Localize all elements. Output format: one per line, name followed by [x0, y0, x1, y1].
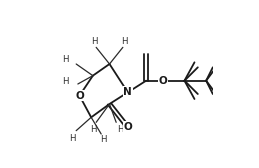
- Text: H: H: [62, 55, 69, 64]
- Text: O: O: [75, 91, 84, 101]
- Text: H: H: [69, 134, 75, 143]
- Text: H: H: [117, 125, 124, 134]
- Text: N: N: [124, 87, 132, 97]
- Text: H: H: [91, 37, 98, 46]
- Text: O: O: [124, 122, 132, 132]
- Text: H: H: [100, 135, 107, 144]
- Text: H: H: [121, 37, 128, 46]
- Text: H: H: [62, 77, 69, 86]
- Text: O: O: [159, 76, 167, 86]
- Text: H: H: [90, 125, 97, 134]
